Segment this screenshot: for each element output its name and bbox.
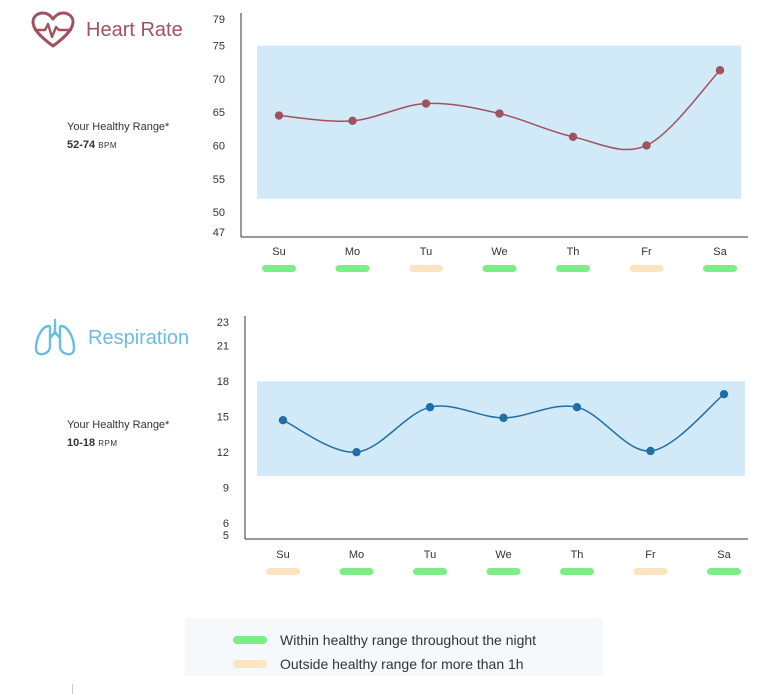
resp-status-pill (707, 568, 741, 575)
respiration-chart: 56 9 12 15 18 21 23 Su Mo Tu We Th Fr Sa (217, 316, 748, 575)
respiration-range-label: Your Healthy Range* (67, 419, 170, 431)
legend: Within healthy range throughout the nigh… (185, 618, 603, 676)
heart-x-tick-label: Th (567, 246, 580, 258)
resp-data-point (352, 447, 361, 457)
heart-rate-header: Heart Rate (30, 10, 183, 50)
heart-range-label: Your Healthy Range* (67, 121, 170, 133)
heart-status-pill (409, 265, 443, 272)
resp-status-pill (560, 568, 594, 575)
heart-status-pill (556, 265, 590, 272)
resp-x-tick-label: Su (276, 549, 289, 561)
heart-y-tick-label: 50 (213, 207, 225, 219)
heart-data-point (274, 111, 284, 120)
heart-data-point (568, 132, 578, 142)
heart-rate-title: Heart Rate (86, 18, 183, 41)
resp-y-tick-label: 12 (217, 447, 229, 459)
lungs-icon (34, 318, 76, 356)
heart-status-pill (262, 265, 296, 272)
divider (72, 684, 73, 694)
legend-label-warn: Outside healthy range for more than 1h (280, 656, 524, 672)
heart-status-pill (482, 265, 517, 272)
resp-y-tick-label: 9 (223, 483, 229, 495)
resp-status-pill (486, 568, 521, 575)
resp-data-point (646, 446, 655, 456)
resp-x-tick-label: Fr (645, 549, 656, 561)
resp-x-tick-label: Sa (717, 549, 731, 561)
respiration-title: Respiration (88, 326, 190, 349)
respiration-range-unit: RPM (98, 439, 118, 448)
resp-data-point (499, 413, 508, 423)
legend-label-ok: Within healthy range throughout the nigh… (280, 632, 537, 648)
heart-rate-chart: 47 50 55 60 65 70 75 79 Su Mo Tu We Th Fr Sa (213, 13, 748, 272)
heart-status-pill (629, 265, 664, 272)
heart-data-point (715, 66, 725, 75)
heart-pulse-icon (31, 11, 75, 48)
legend-swatch-warn (233, 660, 267, 668)
resp-x-tick-label: We (495, 549, 511, 561)
respiration-range-number: 10-18 (67, 437, 96, 449)
heart-x-tick-label: Tu (420, 246, 432, 258)
resp-status-pill (266, 568, 300, 575)
legend-swatch-ok (233, 636, 267, 644)
resp-status-pill (633, 568, 668, 575)
heart-x-tick-label: Sa (713, 246, 727, 258)
heart-range-number: 52-74 (67, 139, 96, 151)
heart-data-point (421, 99, 431, 108)
resp-y-tick-label: 15 (217, 412, 229, 424)
legend-item-ok: Within healthy range throughout the nigh… (233, 632, 536, 648)
heart-y-tick-label: 70 (213, 74, 225, 86)
heart-range-unit: BPM (98, 141, 118, 150)
resp-y-tick-label: 23 (217, 317, 229, 329)
heart-x-tick-label: We (491, 246, 507, 258)
resp-x-tick-label: Th (571, 549, 584, 561)
resp-data-point (572, 403, 582, 412)
heart-y-tick-label: 55 (213, 174, 225, 186)
heart-y-tick-label: 47 (213, 227, 225, 239)
heart-x-tick-label: Fr (641, 246, 652, 258)
heart-x-tick-label: Su (272, 246, 285, 258)
heart-y-tick-label: 75 (213, 41, 225, 53)
respiration-header: Respiration (32, 318, 189, 358)
resp-x-tick-label: Tu (424, 549, 436, 561)
resp-data-point (278, 416, 288, 425)
heart-y-tick-label: 65 (213, 107, 225, 119)
heart-healthy-band (257, 45, 741, 199)
heart-data-point (348, 116, 357, 126)
resp-y-tick-label: 21 (217, 341, 229, 353)
resp-y-tick-label: 6 (223, 518, 229, 530)
respiration-range-value: 10-18 RPM (67, 437, 117, 449)
resp-x-tick-label: Mo (349, 549, 364, 561)
resp-y-tick-label: 5 (223, 530, 229, 542)
resp-y-tick-label: 18 (217, 376, 229, 388)
resp-data-point (719, 389, 729, 399)
heart-status-pill (703, 265, 737, 272)
resp-status-pill (413, 568, 447, 575)
heart-x-tick-label: Mo (345, 246, 360, 258)
heart-y-tick-label: 79 (213, 14, 225, 26)
resp-healthy-band (257, 381, 745, 476)
heart-y-tick-label: 60 (213, 140, 225, 152)
heart-data-point (495, 109, 504, 118)
heart-data-point (642, 141, 651, 150)
heart-range-value: 52-74 BPM (67, 139, 117, 151)
legend-item-warn: Outside healthy range for more than 1h (233, 656, 524, 672)
resp-status-pill (339, 568, 374, 575)
heart-status-pill (335, 265, 370, 272)
resp-data-point (425, 403, 435, 412)
